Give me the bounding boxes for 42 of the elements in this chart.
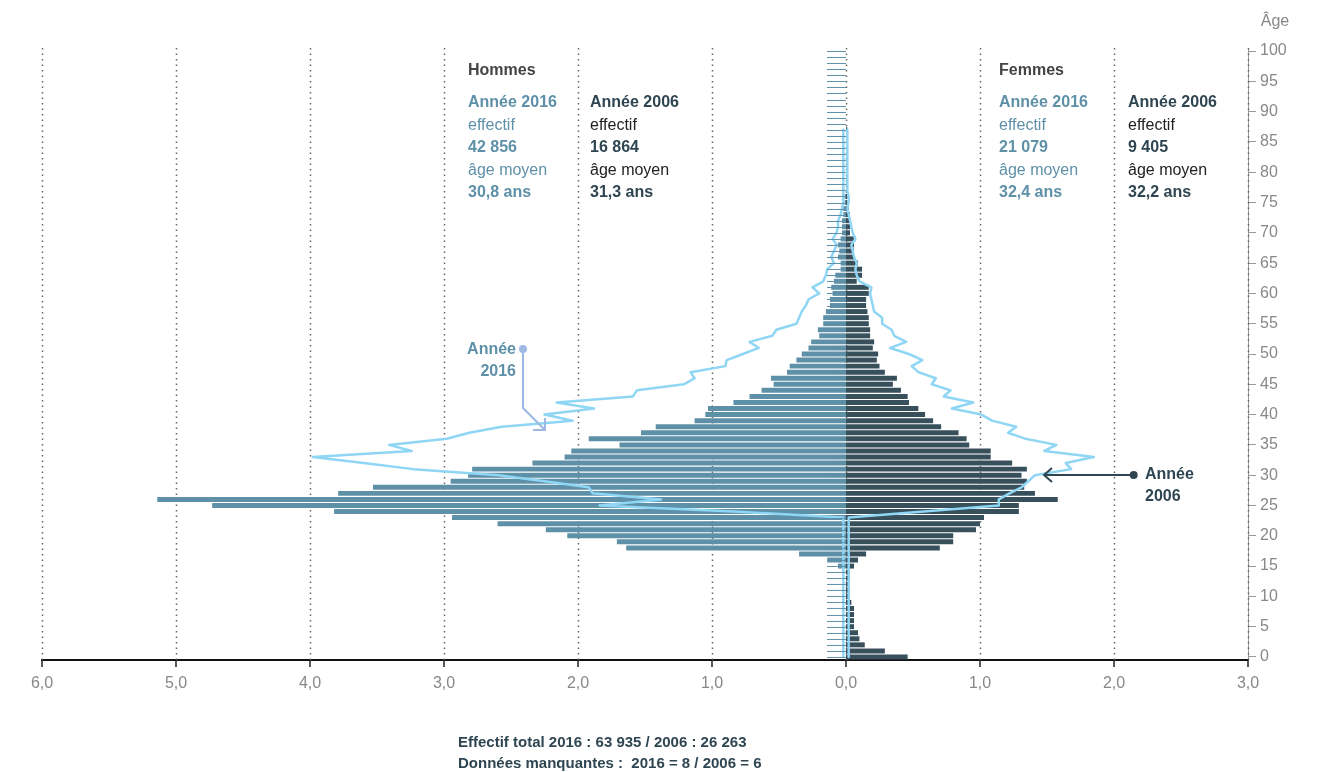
y-tick-label: 40: [1260, 405, 1278, 422]
y-tick-label: 95: [1260, 71, 1278, 89]
y-tick-label: 100: [1260, 41, 1287, 59]
text: Données manquantes : 2016 = 8 / 2006 = 6: [458, 753, 762, 772]
x-tick-label: 0,0: [834, 674, 858, 692]
y-tick-label: 20: [1260, 526, 1278, 544]
x-tick-label: 3,0: [432, 674, 456, 692]
y-tick-label: 45: [1260, 374, 1278, 392]
y-tick-label: 80: [1260, 162, 1278, 180]
y-tick-label: 90: [1260, 102, 1278, 120]
x-tick-label: 3,0: [1236, 674, 1260, 692]
y-axis-title: Âge: [1260, 11, 1290, 29]
annotation: Hommes: [468, 60, 536, 80]
y-tick-label: 70: [1260, 223, 1278, 241]
y-tick-label: 25: [1260, 495, 1278, 513]
y-tick-label: 55: [1260, 314, 1278, 332]
y-tick-label: 15: [1260, 556, 1278, 574]
y-tick-label: 50: [1260, 344, 1278, 362]
annotation: Année 2016: [466, 339, 516, 381]
x-tick-label: 4,0: [298, 674, 322, 692]
x-tick-label: 6,0: [30, 674, 54, 692]
x-tick-label: 2,0: [566, 674, 590, 692]
y-tick-label: 0: [1260, 647, 1269, 665]
y-tick-label: 75: [1260, 192, 1278, 210]
annotation: Femmes: [999, 60, 1064, 80]
y-tick-label: 30: [1260, 465, 1278, 483]
y-tick-label: 65: [1260, 253, 1278, 271]
x-tick-label: 1,0: [700, 674, 724, 692]
y-tick-label: 60: [1260, 283, 1278, 301]
y-tick-label: 5: [1260, 617, 1269, 635]
annotation: Année 2006: [1145, 464, 1195, 506]
annotation: Année 2006 effectif 9 405 âge moyen 32,2 ans: [1128, 92, 1217, 202]
annotation: Année 2016 effectif 21 079 âge moyen 32,4 ans: [999, 92, 1088, 202]
x-tick-label: 2,0: [1102, 674, 1126, 692]
y-tick-label: 10: [1260, 586, 1278, 604]
y-tick-label: 35: [1260, 435, 1278, 453]
annotation: Année 2016 effectif 42 856 âge moyen 30,8 ans: [468, 92, 557, 202]
x-tick-label: 5,0: [164, 674, 188, 692]
annotation: Année 2006 effectif 16 864 âge moyen 31,3 ans: [590, 92, 679, 202]
text: Effectif total 2016 : 63 935 / 2006 : 26 263: [458, 732, 747, 752]
x-tick-label: 1,0: [968, 674, 992, 692]
y-tick-label: 85: [1260, 132, 1278, 150]
